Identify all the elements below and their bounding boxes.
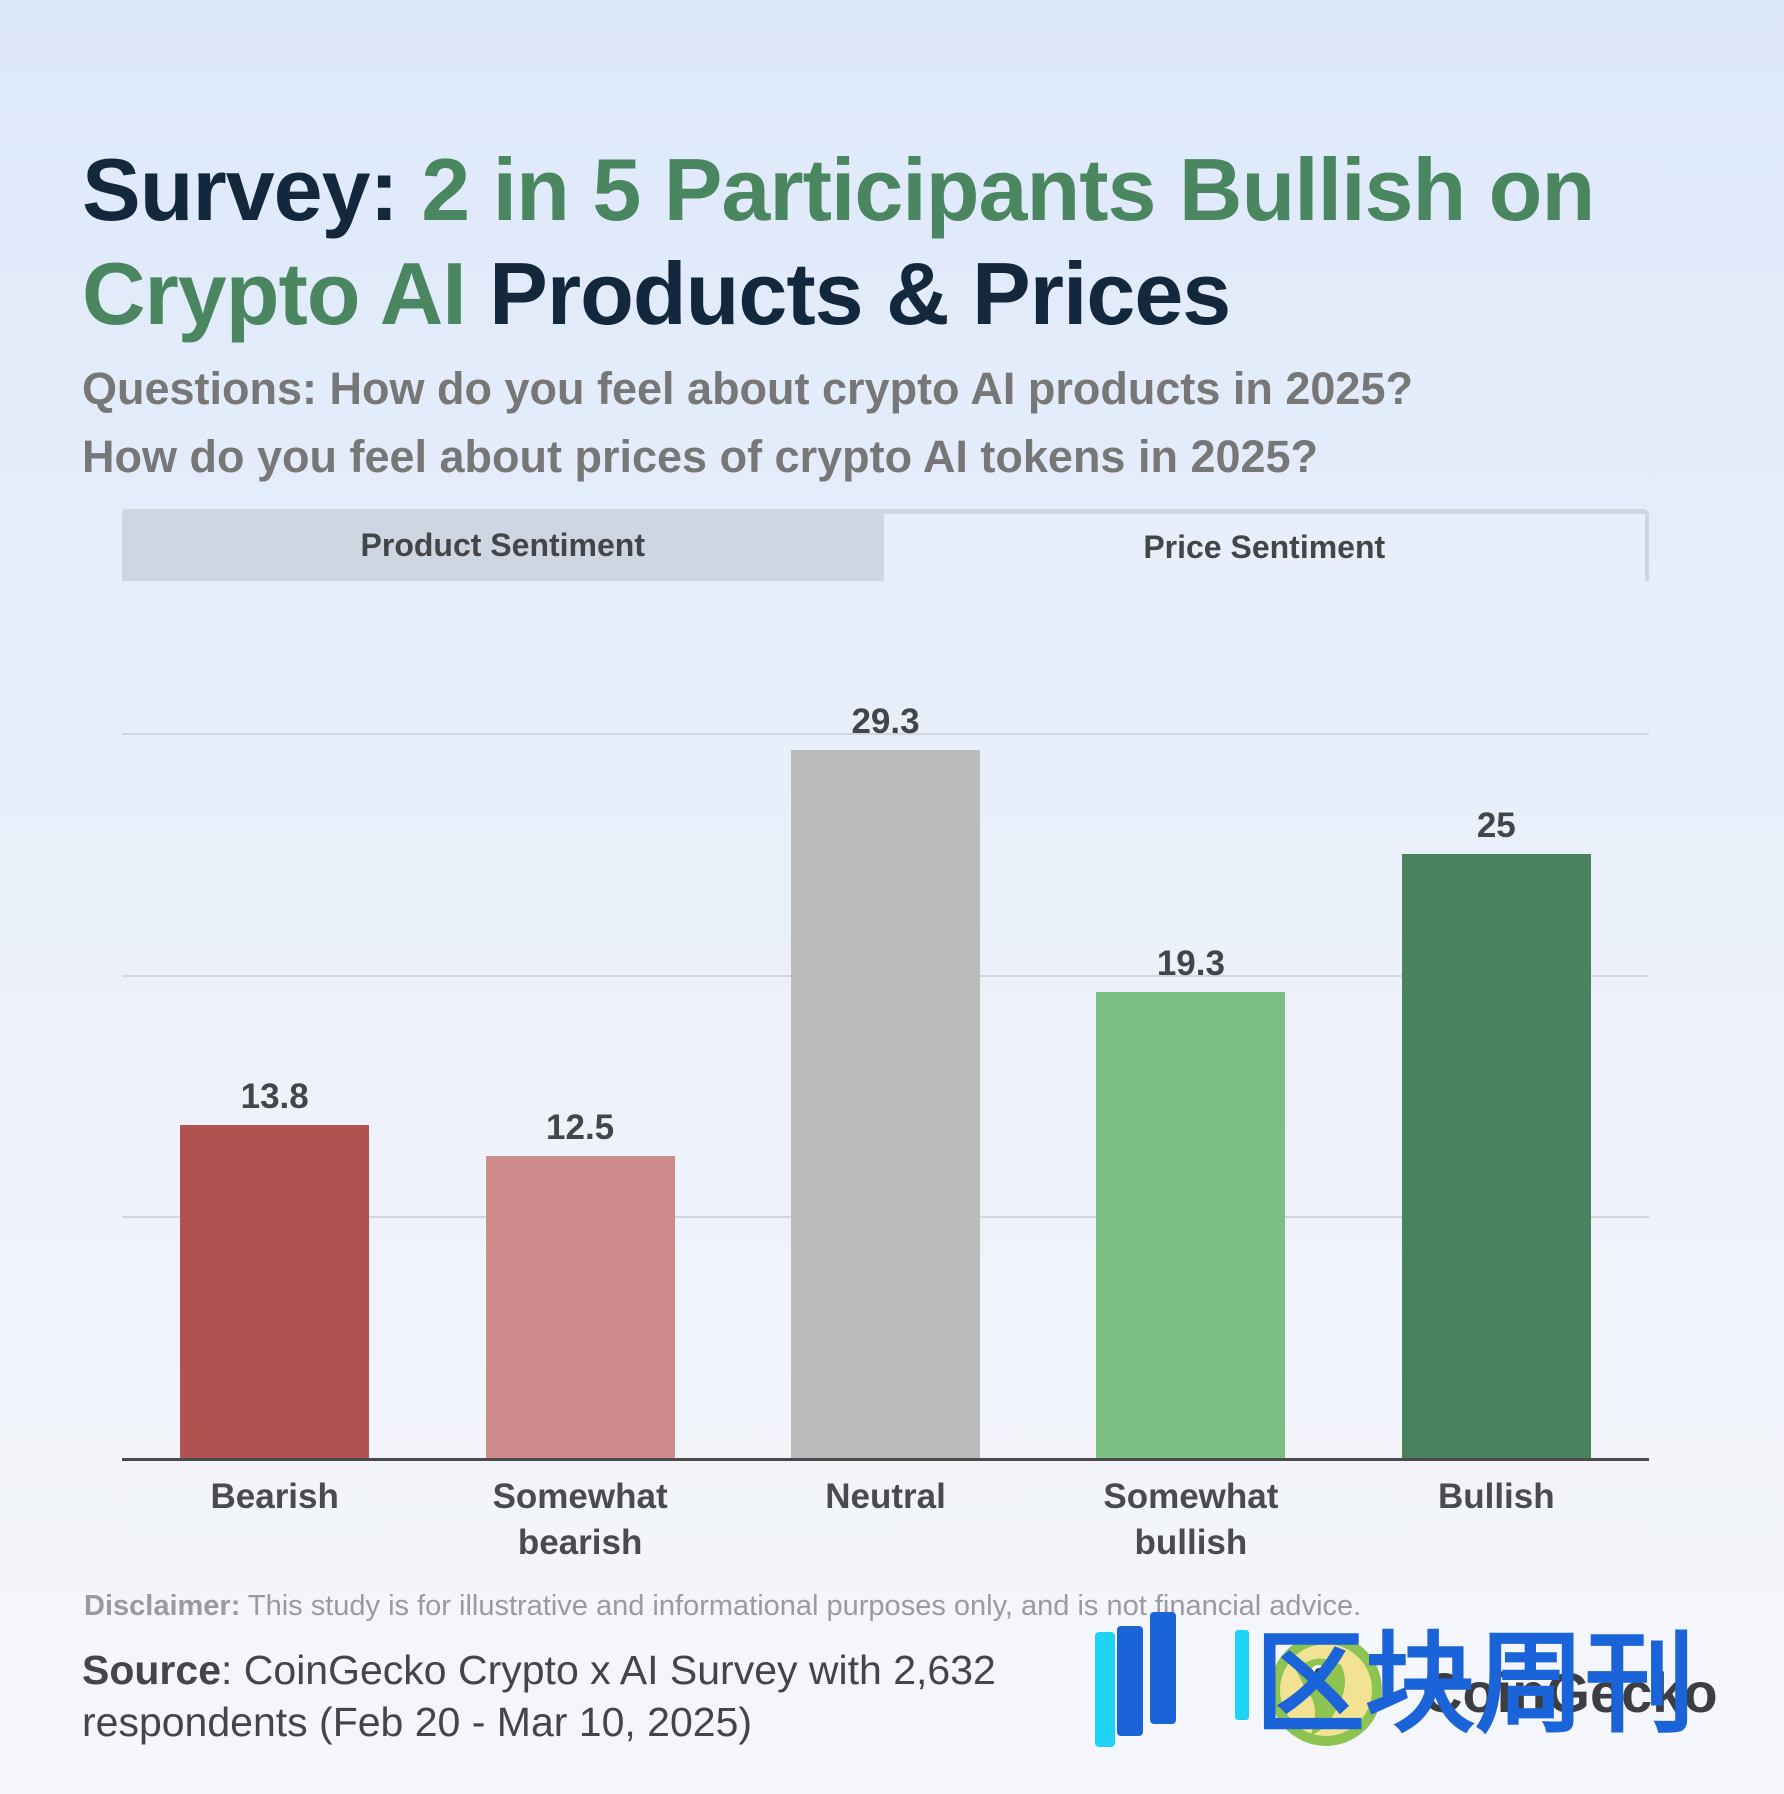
tab-price-sentiment[interactable]: Price Sentiment — [883, 509, 1649, 581]
svg-text:区块周刊: 区块周刊 — [1255, 1620, 1695, 1748]
coingecko-logo-icon — [1270, 1634, 1382, 1746]
value-label: 29.3 — [851, 701, 920, 741]
category-label: Bullish — [1437, 1477, 1555, 1516]
question-1: Questions: How do you feel about crypto … — [82, 363, 1413, 414]
bar-somewhat-bearish — [485, 1155, 675, 1458]
value-label: 19.3 — [1156, 943, 1225, 983]
gridline — [122, 733, 1649, 735]
category-label: Somewhat bearish — [492, 1477, 668, 1562]
source-label: Source — [82, 1647, 221, 1693]
category-label: Bearish — [210, 1477, 339, 1516]
watermark-logo-icon: 区块周刊 — [1095, 1612, 1695, 1748]
title-part-3: Products & Prices — [465, 244, 1231, 343]
value-label: 13.8 — [240, 1076, 309, 1116]
question-2: How do you feel about prices of crypto A… — [82, 431, 1319, 482]
bar-bearish — [180, 1124, 370, 1458]
source-note: Source: CoinGecko Crypto x AI Survey wit… — [82, 1644, 1082, 1748]
title-part-1: Survey: — [82, 140, 422, 239]
value-label: 25 — [1476, 805, 1516, 845]
source-text: : CoinGecko Crypto x AI Survey with 2,63… — [82, 1647, 996, 1745]
bar-bullish — [1401, 853, 1591, 1458]
category-label: Somewhat bullish — [1103, 1477, 1279, 1562]
title-highlight: 2 in 5 Participants Bullish on Crypto AI — [82, 140, 1595, 343]
page-title: Survey: 2 in 5 Participants Bullish on C… — [82, 138, 1742, 346]
bar-somewhat-bullish — [1096, 991, 1286, 1458]
subtitle: Questions: How do you feel about crypto … — [82, 355, 1742, 491]
sentiment-tabs: Product Sentiment Price Sentiment — [122, 509, 1649, 581]
disclaimer-label: Disclaimer: — [84, 1590, 241, 1622]
bar-chart: 13.8 Bearish 12.5 Somewhat bearish 29.3 Neutra… — [122, 600, 1649, 1562]
brand-name: CoinGecko — [1422, 1661, 1718, 1724]
value-label: 12.5 — [546, 1107, 615, 1147]
category-label: Neutral — [825, 1477, 946, 1516]
tab-product-sentiment[interactable]: Product Sentiment — [122, 509, 884, 581]
x-axis-line — [122, 1458, 1649, 1461]
bar-neutral — [791, 749, 980, 1458]
